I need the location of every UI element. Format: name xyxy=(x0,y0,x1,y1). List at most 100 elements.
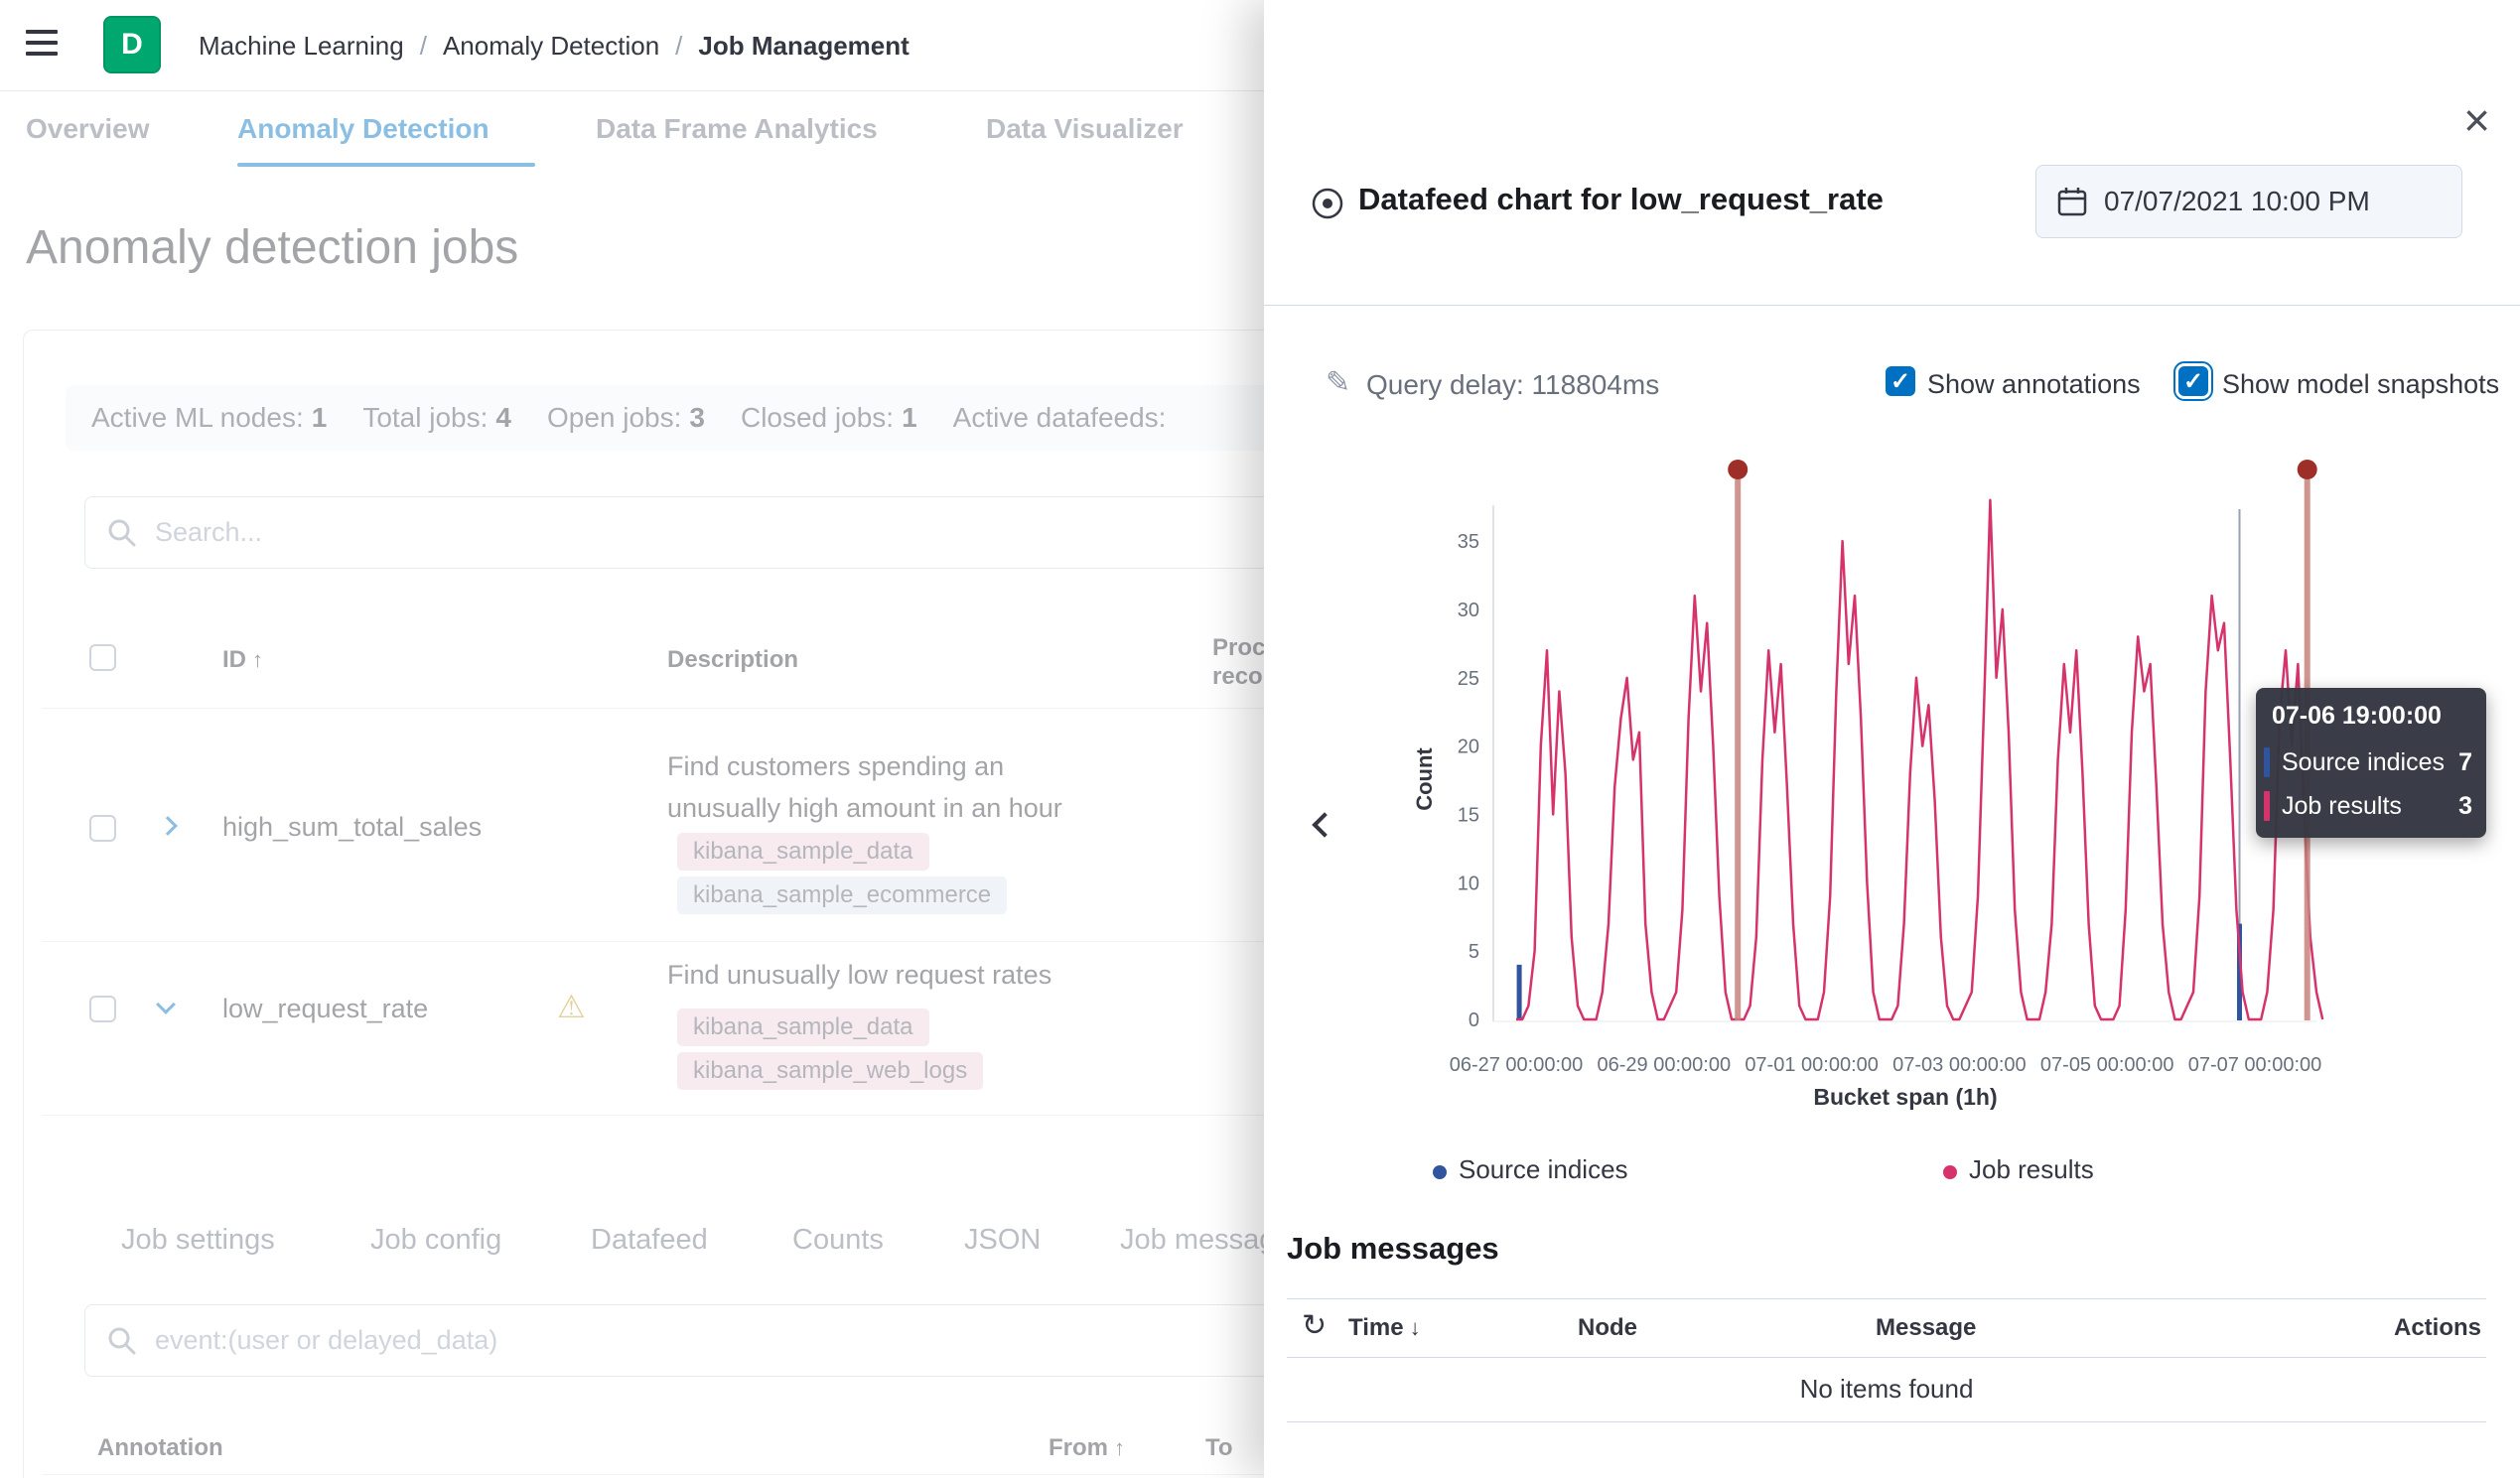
search-icon xyxy=(107,518,137,548)
column-header-node: Node xyxy=(1578,1314,1637,1342)
sort-asc-icon: ↑ xyxy=(1114,1435,1125,1460)
svg-text:0: 0 xyxy=(1469,1009,1479,1031)
legend-dot-source-indices xyxy=(1433,1165,1447,1179)
tooltip-color-bar xyxy=(2264,747,2270,777)
chart-tooltip: 07-06 19:00:00 Source indices 7 Job resu… xyxy=(2256,688,2486,838)
tooltip-row-source-indices: Source indices 7 xyxy=(2256,740,2486,784)
svg-text:Count: Count xyxy=(1412,747,1437,811)
select-all-checkbox[interactable] xyxy=(89,644,116,671)
row-checkbox[interactable] xyxy=(89,815,116,842)
refresh-icon[interactable]: ↻ xyxy=(1302,1308,1327,1343)
job-messages-title: Job messages xyxy=(1287,1231,1499,1267)
datafeed-chart-flyout: × Datafeed chart for low_request_rate 07… xyxy=(1264,0,2520,1478)
column-header-from[interactable]: From↑ xyxy=(1049,1434,1125,1462)
column-header-to[interactable]: To xyxy=(1205,1434,1233,1462)
detail-tab-counts[interactable]: Counts xyxy=(792,1224,884,1257)
calendar-icon xyxy=(2056,186,2088,217)
close-icon[interactable]: × xyxy=(2463,97,2490,143)
breadcrumb: Machine Learning / Anomaly Detection / J… xyxy=(199,0,910,91)
chevron-down-icon[interactable] xyxy=(156,995,176,1014)
job-id[interactable]: low_request_rate xyxy=(222,994,428,1024)
datafeed-chart-icon xyxy=(1309,185,1346,222)
svg-text:07-07 00:00:00: 07-07 00:00:00 xyxy=(2188,1054,2322,1076)
svg-text:5: 5 xyxy=(1469,941,1479,963)
svg-text:25: 25 xyxy=(1458,668,1479,690)
datafeed-chart[interactable]: 0 5 10 15 20 25 30 35 06-27 00:00:00 06-29 00:00:… xyxy=(1410,442,2393,1137)
tab-overview[interactable]: Overview xyxy=(26,113,150,145)
detail-tab-datafeed[interactable]: Datafeed xyxy=(591,1224,708,1257)
svg-text:07-03 00:00:00: 07-03 00:00:00 xyxy=(1892,1054,2027,1076)
column-header-description[interactable]: Description xyxy=(667,646,798,674)
column-header-actions: Actions xyxy=(2376,1314,2481,1342)
svg-text:10: 10 xyxy=(1458,873,1479,894)
legend-source-indices[interactable]: Source indices xyxy=(1459,1154,1628,1185)
divider xyxy=(1264,305,2520,306)
tab-data-frame-analytics[interactable]: Data Frame Analytics xyxy=(596,113,878,145)
stat-closed-jobs: Closed jobs:1 xyxy=(741,402,917,434)
search-icon xyxy=(107,1326,137,1356)
detail-tab-job-settings[interactable]: Job settings xyxy=(121,1224,275,1257)
svg-text:07-01 00:00:00: 07-01 00:00:00 xyxy=(1745,1054,1879,1076)
show-annotations-checkbox[interactable]: ✓ xyxy=(1886,366,1915,396)
job-description: Find customers spending an unusually hig… xyxy=(667,745,1109,829)
menu-icon[interactable] xyxy=(26,30,60,60)
row-checkbox[interactable] xyxy=(89,996,116,1022)
column-header-id[interactable]: ID↑ xyxy=(222,646,263,674)
column-header-message: Message xyxy=(1876,1314,1976,1342)
page-title: Anomaly detection jobs xyxy=(26,220,518,275)
svg-text:35: 35 xyxy=(1458,531,1479,553)
breadcrumb-machine-learning[interactable]: Machine Learning xyxy=(199,31,404,62)
tab-data-visualizer[interactable]: Data Visualizer xyxy=(986,113,1184,145)
app-window: D Machine Learning / Anomaly Detection /… xyxy=(0,0,2520,1478)
chevron-right-icon[interactable] xyxy=(158,816,178,836)
breadcrumb-anomaly-detection[interactable]: Anomaly Detection xyxy=(443,31,659,62)
svg-text:15: 15 xyxy=(1458,804,1479,826)
legend-dot-job-results xyxy=(1943,1165,1957,1179)
show-model-snapshots-checkbox[interactable]: ✓ xyxy=(2178,366,2208,396)
warning-icon: ⚠ xyxy=(557,988,586,1025)
svg-text:20: 20 xyxy=(1458,737,1479,758)
show-model-snapshots-label: Show model snapshots xyxy=(2222,369,2499,400)
flyout-title: Datafeed chart for low_request_rate xyxy=(1358,182,1884,217)
svg-text:30: 30 xyxy=(1458,600,1479,621)
breadcrumb-separator: / xyxy=(420,31,427,62)
column-header-time[interactable]: Time↓ xyxy=(1348,1314,1421,1342)
svg-text:Bucket span (1h): Bucket span (1h) xyxy=(1813,1084,1997,1110)
empty-table-message: No items found xyxy=(1287,1374,2486,1405)
show-annotations-label: Show annotations xyxy=(1927,369,2141,400)
active-tab-underline xyxy=(237,163,535,167)
index-badge: kibana_sample_data xyxy=(677,1008,929,1046)
chevron-left-icon[interactable] xyxy=(1312,812,1336,837)
tab-anomaly-detection[interactable]: Anomaly Detection xyxy=(237,113,490,145)
svg-text:07-05 00:00:00: 07-05 00:00:00 xyxy=(2040,1054,2174,1076)
column-header-annotation: Annotation xyxy=(97,1434,223,1462)
sort-desc-icon: ↓ xyxy=(1410,1315,1421,1340)
divider xyxy=(1287,1421,2486,1422)
job-id[interactable]: high_sum_total_sales xyxy=(222,812,482,843)
svg-text:06-29 00:00:00: 06-29 00:00:00 xyxy=(1598,1054,1732,1076)
legend-job-results[interactable]: Job results xyxy=(1969,1154,2094,1185)
tooltip-color-bar xyxy=(2264,791,2270,821)
check-icon: ✓ xyxy=(1890,367,1910,396)
stat-active-ml-nodes: Active ML nodes:1 xyxy=(91,402,327,434)
index-badge: kibana_sample_data xyxy=(677,833,929,871)
job-description: Find unusually low request rates xyxy=(667,954,1109,996)
stat-open-jobs: Open jobs:3 xyxy=(547,402,705,434)
index-badge: kibana_sample_ecommerce xyxy=(677,876,1007,914)
space-avatar[interactable]: D xyxy=(103,16,161,73)
query-delay-text: Query delay: 118804ms xyxy=(1366,369,1659,401)
detail-tab-json[interactable]: JSON xyxy=(964,1224,1041,1257)
tooltip-timestamp: 07-06 19:00:00 xyxy=(2256,688,2486,740)
svg-text:06-27 00:00:00: 06-27 00:00:00 xyxy=(1450,1054,1584,1076)
index-badge: kibana_sample_web_logs xyxy=(677,1052,983,1090)
datepicker-value: 07/07/2021 10:00 PM xyxy=(2104,186,2370,217)
sort-asc-icon: ↑ xyxy=(252,647,263,672)
divider xyxy=(1287,1298,2486,1299)
edit-pencil-icon[interactable]: ✎ xyxy=(1326,365,1350,400)
stat-total-jobs: Total jobs:4 xyxy=(362,402,511,434)
tooltip-row-job-results: Job results 3 xyxy=(2256,784,2486,828)
datepicker-button[interactable]: 07/07/2021 10:00 PM xyxy=(2035,165,2462,238)
breadcrumb-job-management: Job Management xyxy=(698,31,909,62)
check-icon: ✓ xyxy=(2183,367,2203,396)
detail-tab-job-config[interactable]: Job config xyxy=(370,1224,501,1257)
